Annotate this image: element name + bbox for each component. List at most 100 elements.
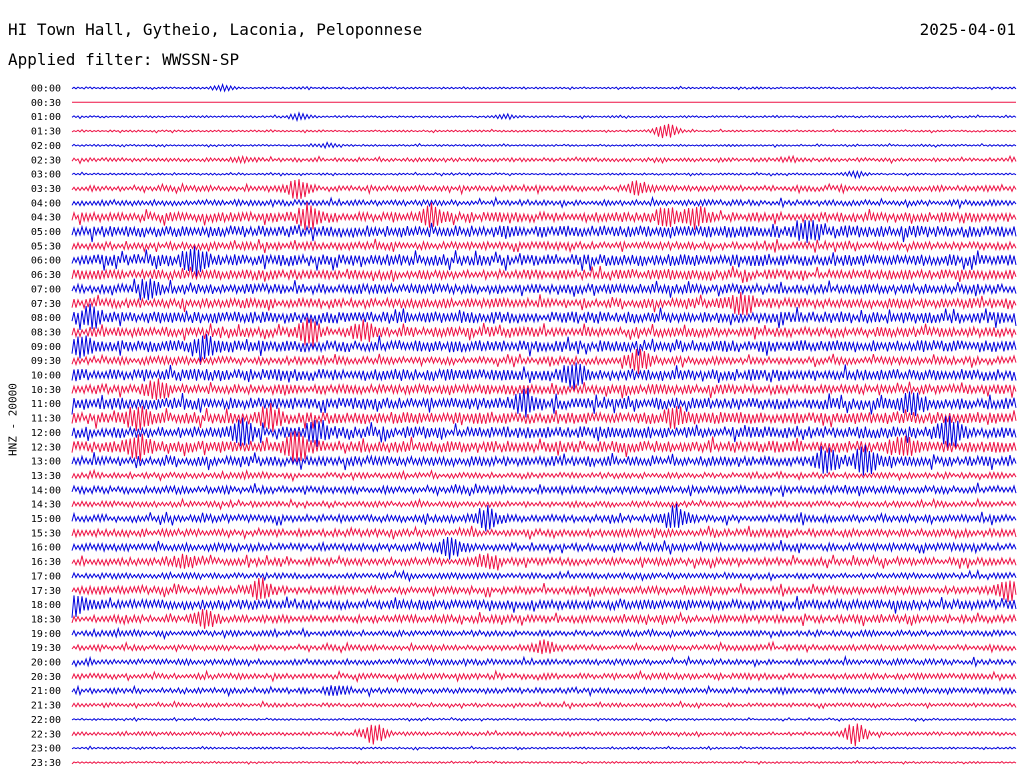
- time-tick-label: 20:30: [31, 672, 61, 683]
- station-title: HI Town Hall, Gytheio, Laconia, Peloponn…: [8, 20, 423, 39]
- date-label: 2025-04-01: [919, 20, 1016, 39]
- trace-line: [71, 402, 1017, 432]
- trace-line: [71, 577, 1017, 603]
- time-tick-label: 03:30: [31, 184, 61, 195]
- trace-line: [71, 179, 1017, 200]
- time-tick-label: 03:00: [31, 170, 61, 181]
- time-tick-label: 19:30: [31, 643, 61, 654]
- time-tick-label: 09:30: [31, 356, 61, 367]
- time-tick-label: 02:30: [31, 155, 61, 166]
- time-tick-label: 16:00: [31, 543, 61, 554]
- trace-line: [71, 387, 1017, 418]
- time-tick-label: 13:00: [31, 457, 61, 468]
- trace-line: [71, 303, 1017, 330]
- time-tick-label: 15:00: [31, 514, 61, 525]
- trace-line: [71, 362, 1017, 391]
- trace-line: [71, 123, 1017, 139]
- time-tick-label: 23:30: [31, 758, 61, 769]
- trace-line: [71, 700, 1017, 710]
- trace-line: [71, 334, 1017, 365]
- time-tick-label: 01:30: [31, 127, 61, 138]
- trace-line: [71, 716, 1017, 722]
- time-tick-label: 06:00: [31, 256, 61, 267]
- trace-line: [71, 415, 1017, 449]
- time-tick-label: 07:00: [31, 284, 61, 295]
- time-tick-label: 07:30: [31, 299, 61, 310]
- trace-line: [71, 537, 1017, 560]
- time-tick-label: 12:30: [31, 442, 61, 453]
- trace-line: [71, 745, 1017, 751]
- trace-line: [71, 202, 1017, 231]
- time-tick-label: 02:00: [31, 141, 61, 152]
- time-tick-label: 10:00: [31, 371, 61, 382]
- tick-label-group: 00:00 00:30 01:00 01:30 02:00 02:30 03:00 03:30…: [31, 84, 61, 769]
- time-tick-label: 14:00: [31, 485, 61, 496]
- time-tick-label: 17:30: [31, 586, 61, 597]
- trace-line: [71, 444, 1017, 476]
- trace-line: [71, 82, 1017, 93]
- time-tick-label: 20:00: [31, 658, 61, 669]
- trace-line: [71, 626, 1017, 641]
- time-tick-label: 05:00: [31, 227, 61, 238]
- time-tick-label: 08:30: [31, 327, 61, 338]
- time-tick-label: 22:00: [31, 715, 61, 726]
- trace-line: [71, 246, 1017, 278]
- time-tick-label: 04:30: [31, 213, 61, 224]
- time-tick-label: 16:30: [31, 557, 61, 568]
- time-tick-label: 04:00: [31, 198, 61, 209]
- time-tick-label: 21:30: [31, 701, 61, 712]
- trace-line: [71, 378, 1017, 400]
- time-tick-label: 11:00: [31, 399, 61, 410]
- trace-line: [71, 265, 1017, 283]
- trace-line: [71, 595, 1017, 618]
- time-tick-label: 14:30: [31, 500, 61, 511]
- trace-line: [71, 468, 1017, 483]
- time-tick-label: 06:30: [31, 270, 61, 281]
- time-tick-label: 17:00: [31, 571, 61, 582]
- time-tick-label: 15:30: [31, 528, 61, 539]
- trace-line: [71, 348, 1017, 374]
- time-tick-label: 19:00: [31, 629, 61, 640]
- trace-line: [71, 609, 1017, 629]
- trace-line: [71, 497, 1017, 511]
- time-tick-label: 01:00: [31, 112, 61, 123]
- trace-line: [71, 759, 1017, 765]
- trace-line: [71, 219, 1017, 243]
- time-tick-label: 21:00: [31, 686, 61, 697]
- trace-line: [71, 169, 1017, 180]
- time-tick-label: 00:30: [31, 98, 61, 109]
- trace-line: [71, 553, 1017, 571]
- time-tick-label: 11:30: [31, 414, 61, 425]
- trace-line: [71, 669, 1017, 684]
- trace-line: [71, 503, 1017, 532]
- time-tick-label: 05:30: [31, 241, 61, 252]
- time-tick-label: 09:00: [31, 342, 61, 353]
- time-tick-label: 10:30: [31, 385, 61, 396]
- trace-line: [71, 654, 1017, 668]
- trace-line: [71, 195, 1017, 210]
- trace-line: [71, 238, 1017, 254]
- trace-line: [71, 154, 1017, 165]
- trace-line: [71, 639, 1017, 655]
- trace-line: [71, 568, 1017, 583]
- trace-line: [71, 317, 1017, 347]
- time-tick-label: 18:00: [31, 600, 61, 611]
- trace-line: [71, 684, 1017, 698]
- trace-line: [71, 141, 1017, 150]
- time-tick-label: 08:00: [31, 313, 61, 324]
- trace-line: [71, 525, 1017, 541]
- time-tick-label: 18:30: [31, 614, 61, 625]
- trace-line: [71, 430, 1017, 464]
- trace-line: [71, 482, 1017, 497]
- time-tick-label: 13:30: [31, 471, 61, 482]
- filter-label: Applied filter: WWSSN-SP: [8, 50, 240, 69]
- trace-line: [71, 278, 1017, 301]
- time-tick-label: 00:00: [31, 84, 61, 95]
- time-tick-label: 12:00: [31, 428, 61, 439]
- time-tick-label: 22:30: [31, 729, 61, 740]
- trace-line: [71, 723, 1017, 747]
- trace-line: [71, 111, 1017, 123]
- trace-group: [71, 82, 1017, 765]
- time-tick-label: 23:00: [31, 744, 61, 755]
